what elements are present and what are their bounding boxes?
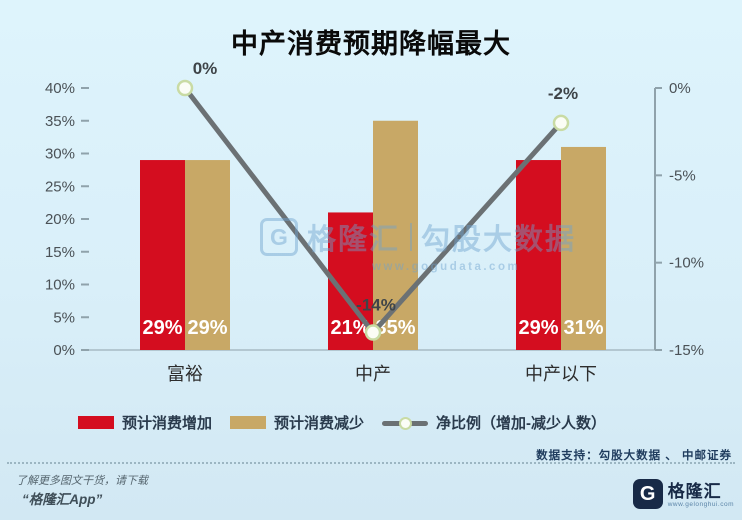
left-axis-tick-label: 10% bbox=[45, 277, 75, 294]
bar-value-label: 29% bbox=[187, 317, 227, 339]
legend-item-net-ratio: 净比例（增加-减少人数） bbox=[382, 412, 606, 433]
left-axis-tick-label: 20% bbox=[45, 211, 75, 228]
line-marker-icon bbox=[364, 324, 382, 341]
bar-consumption-increase bbox=[516, 160, 561, 350]
line-marker-icon bbox=[552, 114, 570, 132]
gelonghui-logo-url: www.gelonghui.com bbox=[667, 501, 734, 508]
legend-label-increase: 预计消费增加 bbox=[122, 415, 213, 432]
footer-promo-line2: “格隆汇App” bbox=[22, 492, 103, 507]
legend-label-decrease: 预计消费减少 bbox=[274, 415, 365, 432]
legend-item-increase: 预计消费增加 bbox=[78, 412, 212, 433]
line-marker-icon bbox=[176, 79, 194, 97]
legend: 预计消费增加 预计消费减少 净比例（增加-减少人数） bbox=[78, 412, 606, 433]
left-axis-tick-label: 25% bbox=[45, 178, 75, 195]
left-axis-tick-label: 40% bbox=[45, 80, 75, 97]
line-value-label: -2% bbox=[548, 84, 578, 103]
left-axis-tick-label: 15% bbox=[45, 244, 75, 261]
chart-title: 中产消费预期降幅最大 bbox=[231, 29, 511, 59]
bar-line-chart: 40% 35% 30% 25% 20% 15% 10% 5% 0% 0% -5% -10% -15% 29… bbox=[45, 59, 704, 384]
legend-swatch-decrease-icon bbox=[230, 416, 267, 429]
bar-consumption-decrease bbox=[185, 160, 230, 350]
right-axis-tick-label: 0% bbox=[669, 80, 691, 97]
right-axis-tick-label: -10% bbox=[669, 255, 704, 272]
left-axis-tick-label: 35% bbox=[45, 113, 75, 130]
legend-item-decrease: 预计消费减少 bbox=[230, 412, 364, 433]
legend-swatch-increase-icon bbox=[78, 416, 114, 429]
bar-value-label: 35% bbox=[375, 317, 415, 339]
data-support-credit: 数据支持：勾股大数据 、 中邮证券 bbox=[536, 450, 732, 462]
left-axis-tick-label: 0% bbox=[53, 342, 75, 359]
left-axis-tick-label: 30% bbox=[45, 146, 75, 163]
bar-consumption-decrease bbox=[373, 120, 418, 350]
legend-line-marker-icon bbox=[382, 416, 429, 430]
gelonghui-logo-icon: G bbox=[632, 479, 663, 509]
line-value-label: -14% bbox=[356, 296, 396, 315]
bar-consumption-increase bbox=[140, 160, 185, 350]
gelonghui-logo-brand: 格隆汇 bbox=[667, 482, 722, 501]
right-axis-tick-label: -15% bbox=[669, 342, 704, 359]
bar-value-label: 29% bbox=[518, 317, 558, 339]
category-label: 中产 bbox=[355, 364, 391, 384]
gelonghui-logo: G 格隆汇 www.gelonghui.com bbox=[632, 479, 734, 509]
category-label: 富裕 bbox=[167, 364, 203, 384]
footer-separator bbox=[7, 462, 735, 464]
bar-value-label: 31% bbox=[563, 317, 603, 339]
bar-value-label: 29% bbox=[142, 317, 182, 339]
category-label: 中产以下 bbox=[525, 364, 597, 384]
line-value-label: 0% bbox=[193, 59, 218, 78]
footer-promo-line1: 了解更多图文干货，请下载 bbox=[16, 475, 148, 487]
bar-consumption-decrease bbox=[561, 146, 606, 350]
bar-value-label: 21% bbox=[330, 317, 370, 339]
left-axis-tick-label: 5% bbox=[53, 309, 75, 326]
right-axis-tick-label: -5% bbox=[669, 167, 696, 184]
legend-label-net-ratio: 净比例（增加-减少人数） bbox=[436, 415, 607, 432]
